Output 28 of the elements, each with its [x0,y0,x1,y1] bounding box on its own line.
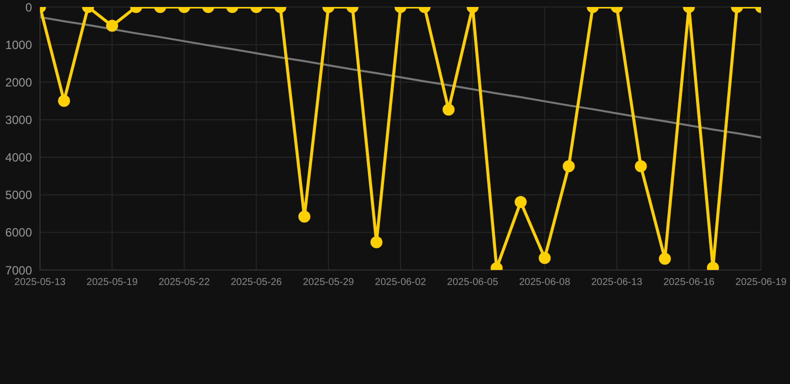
x-tick-label: 2025-05-13 [14,277,66,288]
line-series [40,16,761,138]
point [634,160,647,172]
x-tick-label: 2025-06-05 [447,277,499,288]
y-tick-label: 7000 [5,263,32,278]
y-tick-label: 4000 [5,150,32,165]
y-tick-label: 3000 [5,112,32,127]
point [562,160,575,172]
x-tick-label: 2025-06-16 [663,277,715,288]
point [514,196,527,208]
x-tick-label: 2025-06-13 [591,277,643,288]
y-tick-label: 5000 [5,188,32,202]
y-tick-label: 0 [25,0,32,14]
x-tick-label: 2025-05-26 [230,277,282,288]
x-tick-label: 2025-06-02 [374,277,427,288]
x-tick-label: 2025-06-19 [735,277,788,288]
point [538,252,551,264]
x-tick-label: 2025-06-08 [519,277,571,288]
point [298,210,310,223]
point [442,104,455,116]
x-tick-label: 2025-05-22 [158,277,210,288]
point [658,252,671,265]
x-tick-label: 2025-05-29 [302,277,354,288]
y-tick-label: 2000 [5,75,32,90]
y-tick-label: 6000 [5,226,32,240]
x-tick-label: 2025-05-19 [86,277,138,288]
point [370,236,382,248]
y-tick-label: 1000 [5,38,32,52]
